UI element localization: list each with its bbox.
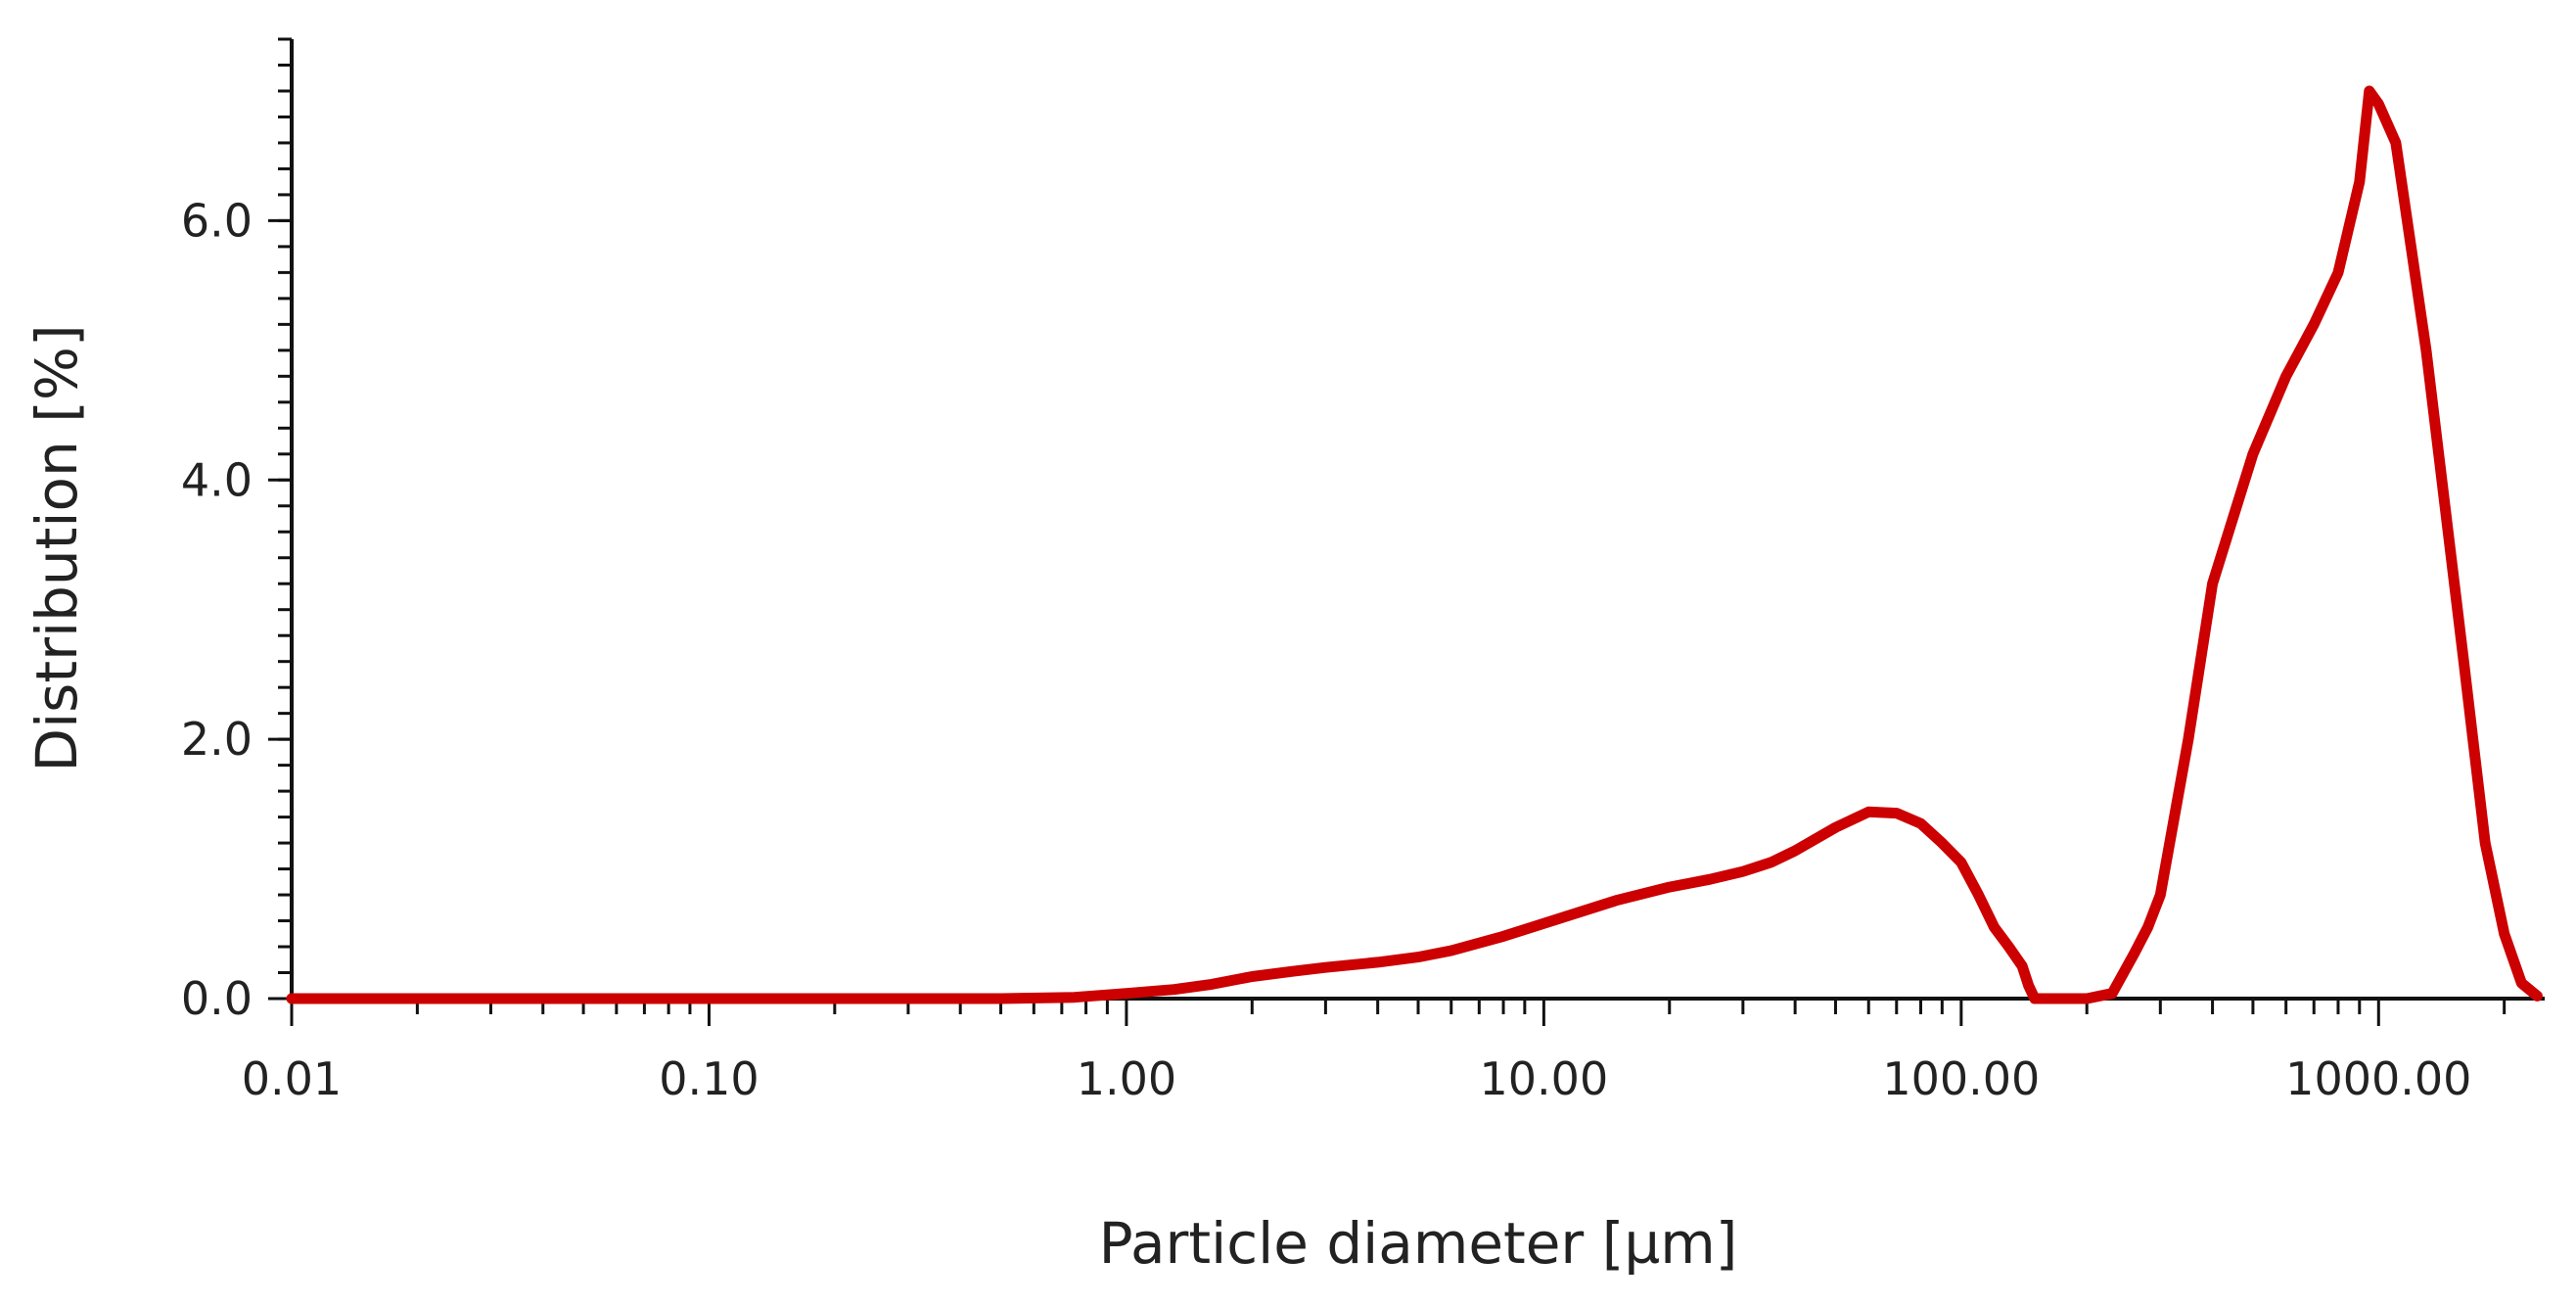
y-tick-label: 2.0 [181, 713, 253, 766]
x-axis-title: Particle diameter [µm] [1099, 1210, 1738, 1277]
y-axis-title: Distribution [%] [23, 324, 90, 771]
x-axis-ticks: 0.01 0.10 1.00 10.00 100.00 1000.00 [242, 999, 2471, 1105]
x-tick-label: 1.00 [1077, 1052, 1176, 1105]
x-tick-label: 0.01 [242, 1052, 342, 1105]
y-tick-label: 4.0 [181, 453, 253, 506]
x-tick-label: 10.00 [1480, 1052, 1609, 1105]
distribution-series-line [286, 85, 2543, 1004]
series-group [286, 85, 2543, 1004]
x-tick-label: 1000.00 [2285, 1052, 2471, 1105]
x-tick-label: 0.10 [659, 1052, 759, 1105]
y-tick-label: 0.0 [181, 972, 253, 1025]
y-axis-ticks: 0.0 2.0 4.0 6.0 [181, 194, 292, 1025]
y-tick-label: 6.0 [181, 194, 253, 247]
x-tick-label: 100.00 [1882, 1052, 2040, 1105]
